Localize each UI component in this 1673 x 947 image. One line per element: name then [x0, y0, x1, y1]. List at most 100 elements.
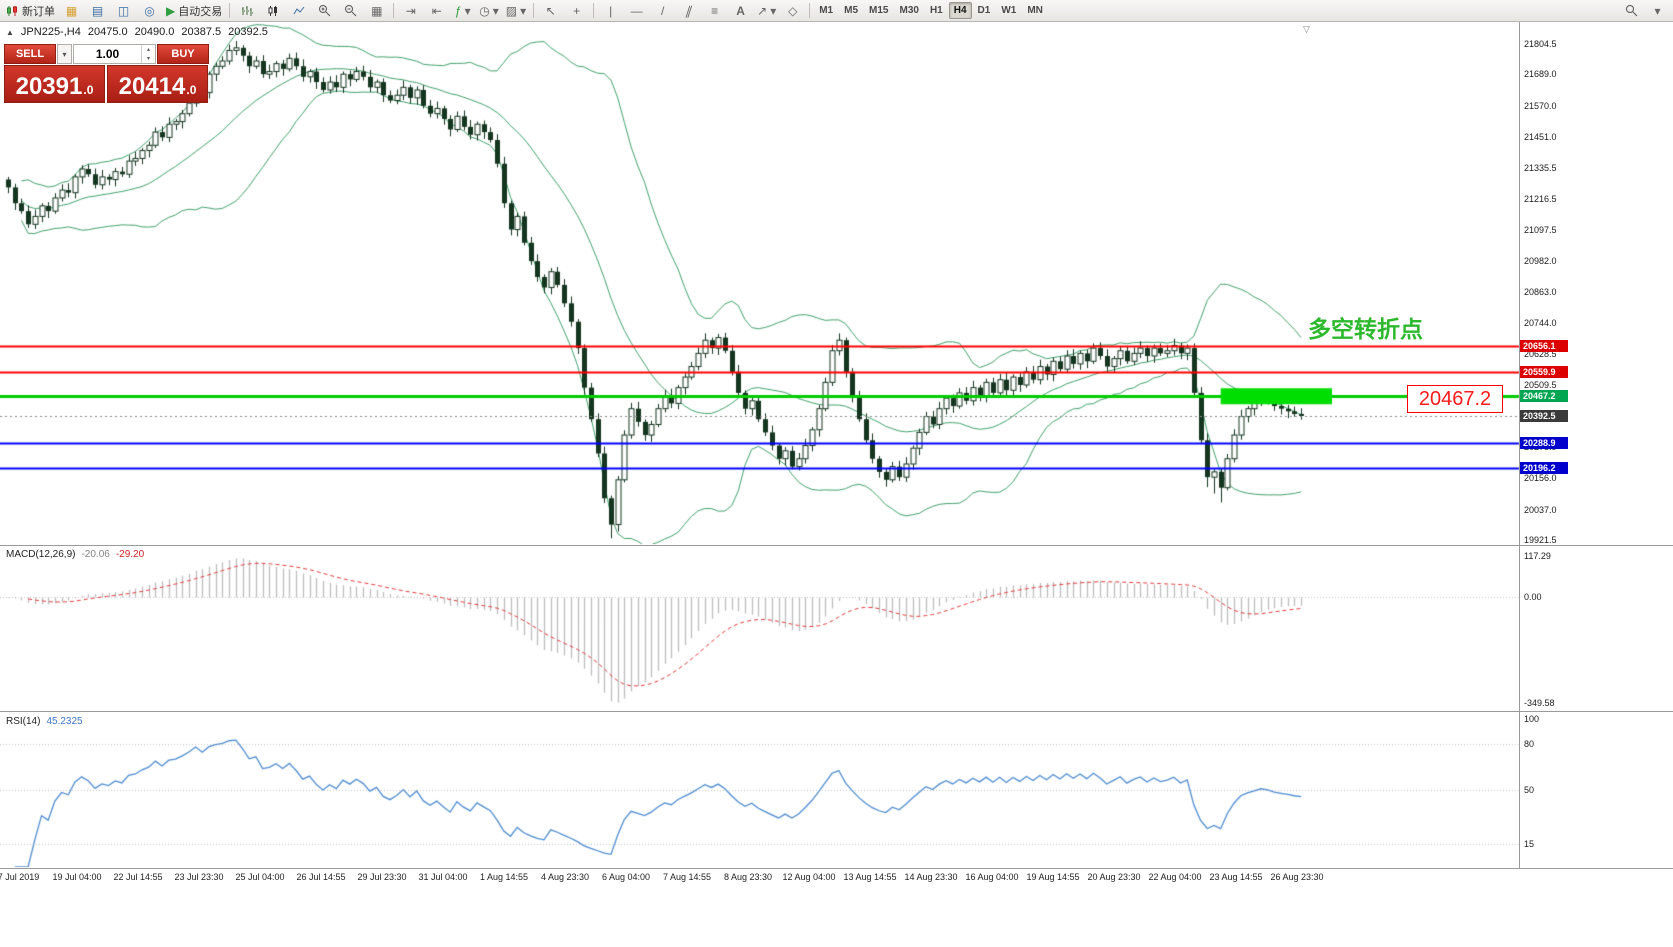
new-order-button[interactable]: 新订单	[3, 0, 58, 21]
sell-price-box[interactable]: 20391 .0	[4, 65, 105, 103]
symbol-marker-icon: ▲	[6, 27, 14, 37]
buy-button[interactable]: BUY	[157, 44, 209, 64]
chart-shift-marker-icon[interactable]: ▽	[1303, 24, 1310, 34]
panel-splitter	[0, 868, 1673, 869]
chart-shift-icon: ⇤	[431, 3, 442, 18]
ohlc-close: 20392.5	[228, 26, 268, 38]
market-watch-button[interactable]: ◫	[111, 0, 136, 21]
timeframe-m5[interactable]: M5	[844, 5, 859, 16]
volume-spinner[interactable]: ▴ ▾	[141, 45, 155, 63]
volume-input[interactable]	[74, 45, 141, 63]
fibonacci-button[interactable]: ≡	[702, 0, 727, 21]
horizontal-line-icon: —	[630, 3, 643, 18]
text-tool-icon: A	[736, 3, 745, 18]
new-chart-icon: ▦	[65, 3, 78, 18]
chevron-down-icon: ▾	[520, 3, 527, 18]
vertical-line-button[interactable]: |	[598, 0, 623, 21]
timeframe-m15[interactable]: M15	[869, 5, 889, 16]
indicators-button[interactable]: ƒ ▾	[450, 0, 475, 21]
one-click-trade-panel: SELL ▾ ▴ ▾ BUY 20391 .0 20414 .0	[4, 44, 209, 103]
templates-button[interactable]: ▨ ▾	[503, 0, 529, 21]
volume-box: ▴ ▾	[73, 44, 156, 64]
new-chart-button[interactable]: ▦	[59, 0, 84, 21]
buy-price-frac: .0	[186, 83, 197, 98]
bar-chart-button[interactable]	[234, 0, 259, 21]
fibonacci-icon: ≡	[711, 3, 719, 18]
chart-text-annotation[interactable]: 多空转折点	[1308, 316, 1423, 342]
zoom-out-icon	[345, 5, 357, 17]
price-axis-border	[1519, 22, 1520, 869]
search-icon	[1626, 5, 1638, 17]
clock-icon: ◷	[479, 3, 490, 18]
rsi-indicator-label: RSI(14) 45.2325	[6, 716, 83, 727]
rsi-name: RSI(14)	[6, 716, 41, 727]
trendline-button[interactable]: /	[650, 0, 675, 21]
line-chart-button[interactable]	[286, 0, 311, 21]
auto-scroll-button[interactable]: ⇥	[398, 0, 423, 21]
navigator-icon: ◎	[144, 3, 155, 18]
navigator-button[interactable]: ◎	[137, 0, 162, 21]
sell-price: 20391	[15, 73, 83, 100]
candlestick-chart-icon	[268, 5, 277, 16]
zoom-out-button[interactable]	[338, 0, 363, 21]
tile-windows-icon: ▦	[371, 3, 383, 18]
toolbar-more-button[interactable]: ▾	[1645, 0, 1670, 21]
arrow-tool-icon: ↗	[757, 3, 768, 18]
toolbar-separator	[809, 3, 811, 18]
volume-dropdown-button[interactable]: ▾	[57, 44, 72, 64]
cursor-button[interactable]: ↖	[538, 0, 563, 21]
auto-scroll-icon: ⇥	[405, 3, 416, 18]
toolbar-separator	[593, 3, 595, 18]
search-button[interactable]	[1619, 0, 1644, 21]
zoom-in-button[interactable]	[312, 0, 337, 21]
macd-indicator-label: MACD(12,26,9) -20.06 -29.20	[6, 549, 144, 560]
macd-name: MACD(12,26,9)	[6, 549, 76, 560]
chevron-down-icon: ▾	[62, 49, 67, 59]
chevron-down-icon: ▾	[464, 3, 471, 18]
timeframe-h4[interactable]: H4	[948, 2, 972, 19]
toolbar: 新订单 ▦ ▤ ◫ ◎ ▶ 自动交易 ▦ ⇥ ⇤ ƒ ▾ ◷ ▾ ▨ ▾ ↖ + | …	[0, 0, 1673, 22]
panel-splitter[interactable]	[0, 711, 1673, 712]
timeframe-mn[interactable]: MN	[1027, 5, 1043, 16]
macd-main-value: -20.06	[81, 549, 110, 560]
market-watch-icon: ◫	[117, 3, 130, 18]
timeframe-m30[interactable]: M30	[899, 5, 919, 16]
sell-button[interactable]: SELL	[4, 44, 56, 64]
text-tool-button[interactable]: A	[728, 0, 753, 21]
zoom-in-icon	[319, 5, 331, 17]
autotrading-button[interactable]: ▶ 自动交易	[163, 0, 225, 21]
horizontal-line-button[interactable]: —	[624, 0, 649, 21]
ohlc-low: 20387.5	[181, 26, 222, 38]
sell-price-frac: .0	[83, 83, 94, 98]
channel-icon: ∥	[683, 3, 694, 18]
chart-shift-button[interactable]: ⇤	[424, 0, 449, 21]
tile-windows-button[interactable]: ▦	[364, 0, 389, 21]
buy-price-box[interactable]: 20414 .0	[107, 65, 208, 103]
arrows-tool-button[interactable]: ↗ ▾	[754, 0, 779, 21]
autotrading-icon: ▶	[166, 3, 176, 18]
trendline-icon: /	[660, 3, 665, 18]
price-axis[interactable]	[1519, 22, 1673, 869]
line-chart-icon	[293, 6, 305, 14]
crosshair-button[interactable]: +	[564, 0, 589, 21]
candlestick-chart-button[interactable]	[260, 0, 285, 21]
price-level-callout[interactable]: 20467.2	[1407, 385, 1503, 413]
toolbar-separator	[229, 3, 231, 18]
channel-button[interactable]: ∥	[676, 0, 701, 21]
symbol-period: JPN225-,H4	[20, 26, 81, 38]
profiles-button[interactable]: ▤	[85, 0, 110, 21]
bar-chart-icon	[241, 5, 253, 16]
timeframe-d1[interactable]: D1	[977, 5, 991, 16]
time-axis[interactable]	[0, 869, 1519, 891]
spinner-down-icon[interactable]: ▾	[146, 56, 150, 62]
shapes-button[interactable]: ◇	[780, 0, 805, 21]
timeframe-h1[interactable]: H1	[929, 5, 943, 16]
timeframe-w1[interactable]: W1	[1001, 5, 1017, 16]
panel-splitter[interactable]	[0, 545, 1673, 546]
profiles-icon: ▤	[91, 3, 104, 18]
timeframe-m1[interactable]: M1	[819, 5, 834, 16]
spinner-up-icon[interactable]: ▴	[146, 47, 150, 53]
template-icon: ▨	[505, 3, 518, 18]
periods-button[interactable]: ◷ ▾	[476, 0, 502, 21]
